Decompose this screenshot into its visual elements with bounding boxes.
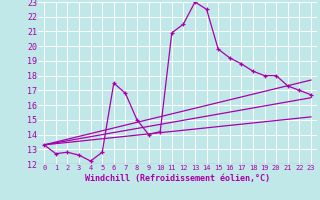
X-axis label: Windchill (Refroidissement éolien,°C): Windchill (Refroidissement éolien,°C) (85, 174, 270, 183)
